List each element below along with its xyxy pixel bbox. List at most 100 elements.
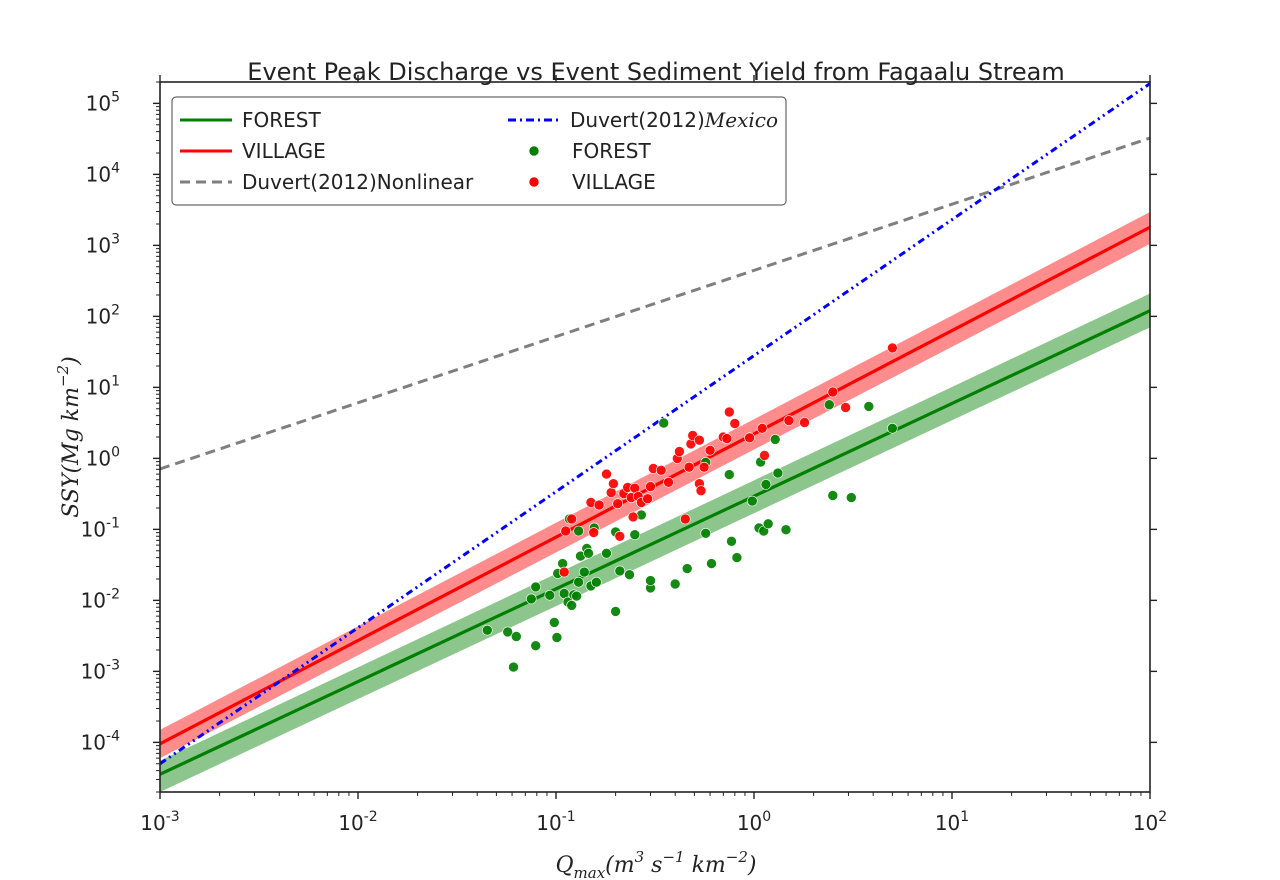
y-tick-label: 10-4 <box>81 728 121 754</box>
forest-point <box>530 581 542 593</box>
village-point <box>683 461 695 473</box>
x-axis-label-text: Qmax(m3 s−1 km−2) <box>555 848 756 880</box>
legend-village-label: VILLAGE <box>572 170 656 194</box>
forest-point <box>845 492 857 503</box>
y-tick-label: 100 <box>86 444 120 470</box>
legend-village-label: VILLAGE <box>242 139 326 163</box>
forest-point <box>601 547 612 559</box>
village-point <box>759 450 770 461</box>
forest-point <box>502 626 514 638</box>
legend: FOREST VILLAGE Duvert(2012)Nonlinear Duvert… <box>171 96 787 206</box>
forest-point <box>769 434 781 445</box>
duvert-2012-fit-line <box>160 82 1150 765</box>
village-point <box>695 485 707 497</box>
y-axis-label-text: SSY(Mg km−2) <box>54 356 84 517</box>
forest-point <box>772 467 784 479</box>
forest-point <box>762 518 774 530</box>
forest-point <box>706 558 717 569</box>
forest-point <box>578 566 590 578</box>
forest-point <box>746 495 758 507</box>
village-point <box>729 418 741 429</box>
y-tick-label: 102 <box>86 302 120 328</box>
y-tick-label: 105 <box>86 89 120 115</box>
legend-forest-label: FOREST <box>242 108 321 132</box>
y-tick-label: 10-1 <box>81 515 120 541</box>
y-tick-label: 101 <box>86 373 120 399</box>
x-tick-label: 10-3 <box>140 809 179 835</box>
village-point <box>645 481 656 492</box>
forest-point <box>624 569 635 581</box>
forest-point <box>823 399 835 411</box>
village-point <box>605 487 617 498</box>
forest-point <box>731 552 743 563</box>
village-point <box>723 406 735 418</box>
village-point <box>744 432 755 444</box>
village-point <box>887 342 898 354</box>
chart-title: Event Peak Discharge vs Event Sediment Y… <box>247 58 1064 86</box>
forest-point <box>481 624 493 636</box>
forest-point <box>551 632 563 643</box>
legend-forest-label: FOREST <box>572 139 651 163</box>
village-point <box>655 464 667 476</box>
forest-point <box>681 563 693 574</box>
village-point <box>588 527 600 538</box>
forest-point <box>573 576 584 588</box>
legend-village-marker <box>528 176 540 188</box>
forest-point <box>726 535 737 547</box>
village-point <box>694 434 705 446</box>
forest-point <box>525 593 537 605</box>
x-tick-label: 100 <box>737 809 771 835</box>
village-point <box>642 493 653 505</box>
forest-point <box>723 469 735 480</box>
y-tick-label: 104 <box>86 160 120 186</box>
village-point <box>674 446 685 457</box>
forest-point <box>700 527 712 539</box>
village-point <box>799 417 810 428</box>
forest-point <box>510 631 522 642</box>
legend-duvert-2012-nonlinear-label: Duvert(2012)Nonlinear <box>242 170 474 194</box>
x-tick-label: 10-2 <box>338 809 377 835</box>
village-point <box>783 415 795 426</box>
forest-point <box>863 401 875 412</box>
village-point <box>608 478 619 490</box>
village-point <box>566 513 578 525</box>
x-axis-ticks: 10-3 10-2 10-1 100 101 102 <box>140 75 1167 835</box>
y-tick-label: 10-2 <box>81 586 120 612</box>
x-tick-label: 101 <box>935 809 969 835</box>
village-point <box>614 530 626 542</box>
forest-point <box>573 525 584 537</box>
village-point <box>627 511 639 523</box>
forest-point <box>548 617 560 628</box>
forest-point <box>614 565 626 577</box>
forest-point <box>566 600 578 611</box>
forest-point <box>629 529 641 541</box>
forest-point <box>610 606 621 617</box>
forest-point <box>760 479 772 490</box>
forest-point <box>827 490 839 501</box>
village-point <box>827 386 839 398</box>
forest-fit-line <box>160 309 1150 776</box>
village-point <box>704 444 716 456</box>
forest-point <box>669 578 681 590</box>
y-axis-label: SSY(Mg km−2) <box>54 356 84 517</box>
village-point <box>840 402 851 413</box>
forest-point <box>645 575 656 586</box>
village-point <box>698 461 710 473</box>
forest-point <box>887 422 898 434</box>
forest-point <box>508 661 519 673</box>
forest-point <box>658 417 670 429</box>
village-point <box>601 468 612 480</box>
forest-point <box>780 524 792 536</box>
x-tick-label: 102 <box>1133 809 1167 835</box>
x-tick-label: 10-1 <box>536 809 575 835</box>
village-point <box>558 566 570 578</box>
village-point <box>721 433 733 444</box>
forest-point <box>571 590 582 602</box>
legend-forest-marker <box>528 145 540 157</box>
y-tick-label: 10-3 <box>81 657 120 683</box>
village-point <box>612 498 624 510</box>
legend-box <box>171 96 787 206</box>
village-point <box>756 422 768 434</box>
village-point <box>560 525 572 537</box>
